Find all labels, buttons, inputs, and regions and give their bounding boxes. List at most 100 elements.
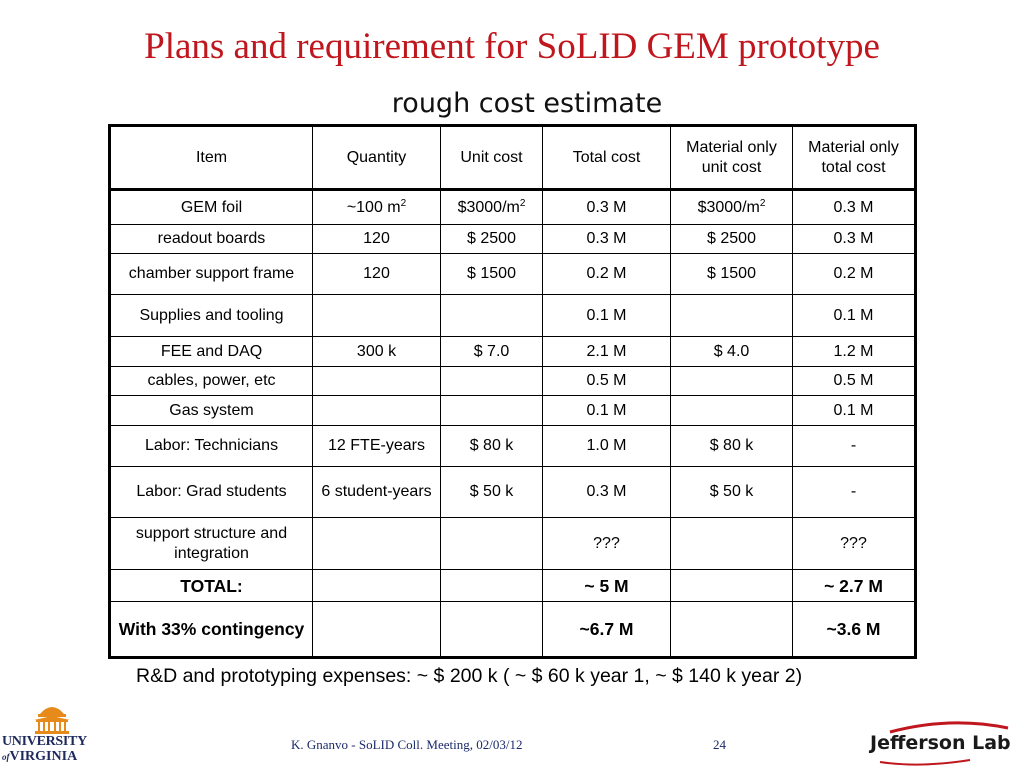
header-cell: Quantity [312, 125, 441, 191]
table-cell: 0.3 M [792, 224, 916, 254]
table-cell: 0.5 M [542, 366, 671, 396]
table-cell: - [792, 466, 916, 518]
table-cell: $3000/m2 [440, 189, 543, 225]
table-row: Labor: Technicians 12 FTE-years $ 80 k 1… [109, 425, 916, 467]
table-cell: 0.1 M [792, 294, 916, 337]
table-cell [440, 366, 543, 396]
table-cell: $ 2500 [670, 224, 793, 254]
table-cell [312, 601, 441, 658]
table-row: Gas system 0.1 M 0.1 M [109, 395, 916, 426]
table-cell [312, 294, 441, 337]
table-cell: $ 1500 [670, 253, 793, 295]
table-cell: 120 [312, 224, 441, 254]
table-cell: Supplies and tooling [109, 294, 313, 337]
header-cell: Item [109, 125, 313, 191]
slide-subtitle: rough cost estimate [391, 88, 663, 119]
table-cell: 300 k [312, 336, 441, 367]
uva-wordmark-university: UNIVERSITY [2, 734, 87, 749]
table-cell: ~ 2.7 M [792, 569, 916, 602]
table-cell [440, 569, 543, 602]
table-cell: ~100 m2 [312, 189, 441, 225]
table-cell: $ 2500 [440, 224, 543, 254]
table-cell: With 33% contingency [109, 601, 313, 658]
table-cell: readout boards [109, 224, 313, 254]
header-cell: Unit cost [440, 125, 543, 191]
table-cell: ~ 5 M [542, 569, 671, 602]
table-cell: support structure and integration [109, 517, 313, 570]
table-cell: 0.3 M [542, 466, 671, 518]
slide-title: Plans and requirement for SoLID GEM prot… [144, 26, 880, 67]
table-cell: 2.1 M [542, 336, 671, 367]
total-row: TOTAL: ~ 5 M ~ 2.7 M [109, 569, 916, 602]
footer-text: K. Gnanvo - SoLID Coll. Meeting, 02/03/1… [291, 737, 523, 752]
rnd-expenses-note: R&D and prototyping expenses: ~ $ 200 k … [136, 665, 803, 687]
table-cell: 0.3 M [542, 224, 671, 254]
table-row: readout boards 120 $ 2500 0.3 M $ 2500 0… [109, 224, 916, 254]
table-cell: $ 1500 [440, 253, 543, 295]
table-cell [440, 517, 543, 570]
table-cell: Labor: Grad students [109, 466, 313, 518]
table-cell: Labor: Technicians [109, 425, 313, 467]
table-cell: 1.2 M [792, 336, 916, 367]
table-cell: 0.1 M [542, 294, 671, 337]
table-cell: 0.1 M [792, 395, 916, 426]
uva-wordmark-virginia-text: VIRGINIA [9, 749, 78, 764]
table-row: Supplies and tooling 0.1 M 0.1 M [109, 294, 916, 337]
table-cell: 0.3 M [542, 189, 671, 225]
table-cell [670, 395, 793, 426]
table-cell: $ 4.0 [670, 336, 793, 367]
table-cell [440, 601, 543, 658]
table-cell: Gas system [109, 395, 313, 426]
table-cell [440, 395, 543, 426]
uva-wordmark-virginia: ofVIRGINIA [2, 749, 77, 765]
table-cell: cables, power, etc [109, 366, 313, 396]
table-cell: 12 FTE-years [312, 425, 441, 467]
table-cell: 0.3 M [792, 189, 916, 225]
table-cell: 0.5 M [792, 366, 916, 396]
table-row: support structure and integration ??? ??… [109, 517, 916, 570]
table-row: GEM foil ~100 m2 $3000/m2 0.3 M $3000/m2… [109, 189, 916, 225]
uva-wordmark-of: of [2, 752, 10, 762]
table-cell [312, 395, 441, 426]
table-row: Labor: Grad students 6 student-years $ 5… [109, 466, 916, 518]
table-cell: 0.2 M [542, 253, 671, 295]
contingency-row: With 33% contingency ~6.7 M ~3.6 M [109, 601, 916, 658]
table-cell: - [792, 425, 916, 467]
table-cell: ??? [792, 517, 916, 570]
table-cell: TOTAL: [109, 569, 313, 602]
table-cell [670, 601, 793, 658]
table-cell: 120 [312, 253, 441, 295]
jlab-swoosh-icon [879, 721, 1009, 766]
page-number: 24 [713, 737, 726, 752]
header-cell: Material only unit cost [670, 125, 793, 191]
jefferson-lab-logo: Jefferson Lab [860, 718, 1024, 768]
table-cell: ~6.7 M [542, 601, 671, 658]
table-cell [670, 569, 793, 602]
table-cell: 1.0 M [542, 425, 671, 467]
table-header-row: Item Quantity Unit cost Total cost Mater… [109, 125, 916, 191]
table-cell: $ 7.0 [440, 336, 543, 367]
cost-table: Item Quantity Unit cost Total cost Mater… [108, 124, 917, 659]
table-cell [670, 366, 793, 396]
header-cell: Material only total cost [792, 125, 916, 191]
table-cell: ??? [542, 517, 671, 570]
table-cell: FEE and DAQ [109, 336, 313, 367]
table-cell: $ 80 k [440, 425, 543, 467]
table-cell [312, 517, 441, 570]
table-cell [670, 517, 793, 570]
table-cell: chamber support frame [109, 253, 313, 295]
table-cell: $ 50 k [440, 466, 543, 518]
table-cell: $ 80 k [670, 425, 793, 467]
header-cell: Total cost [542, 125, 671, 191]
table-row: chamber support frame 120 $ 1500 0.2 M $… [109, 253, 916, 295]
table-cell: 0.1 M [542, 395, 671, 426]
table-cell [440, 294, 543, 337]
table-cell: 0.2 M [792, 253, 916, 295]
jlab-wordmark: Jefferson Lab [870, 732, 1011, 754]
rotunda-icon [34, 707, 70, 734]
table-row: cables, power, etc 0.5 M 0.5 M [109, 366, 916, 396]
table-cell: $3000/m2 [670, 189, 793, 225]
table-cell [670, 294, 793, 337]
table-cell [312, 569, 441, 602]
table-row: FEE and DAQ 300 k $ 7.0 2.1 M $ 4.0 1.2 … [109, 336, 916, 367]
